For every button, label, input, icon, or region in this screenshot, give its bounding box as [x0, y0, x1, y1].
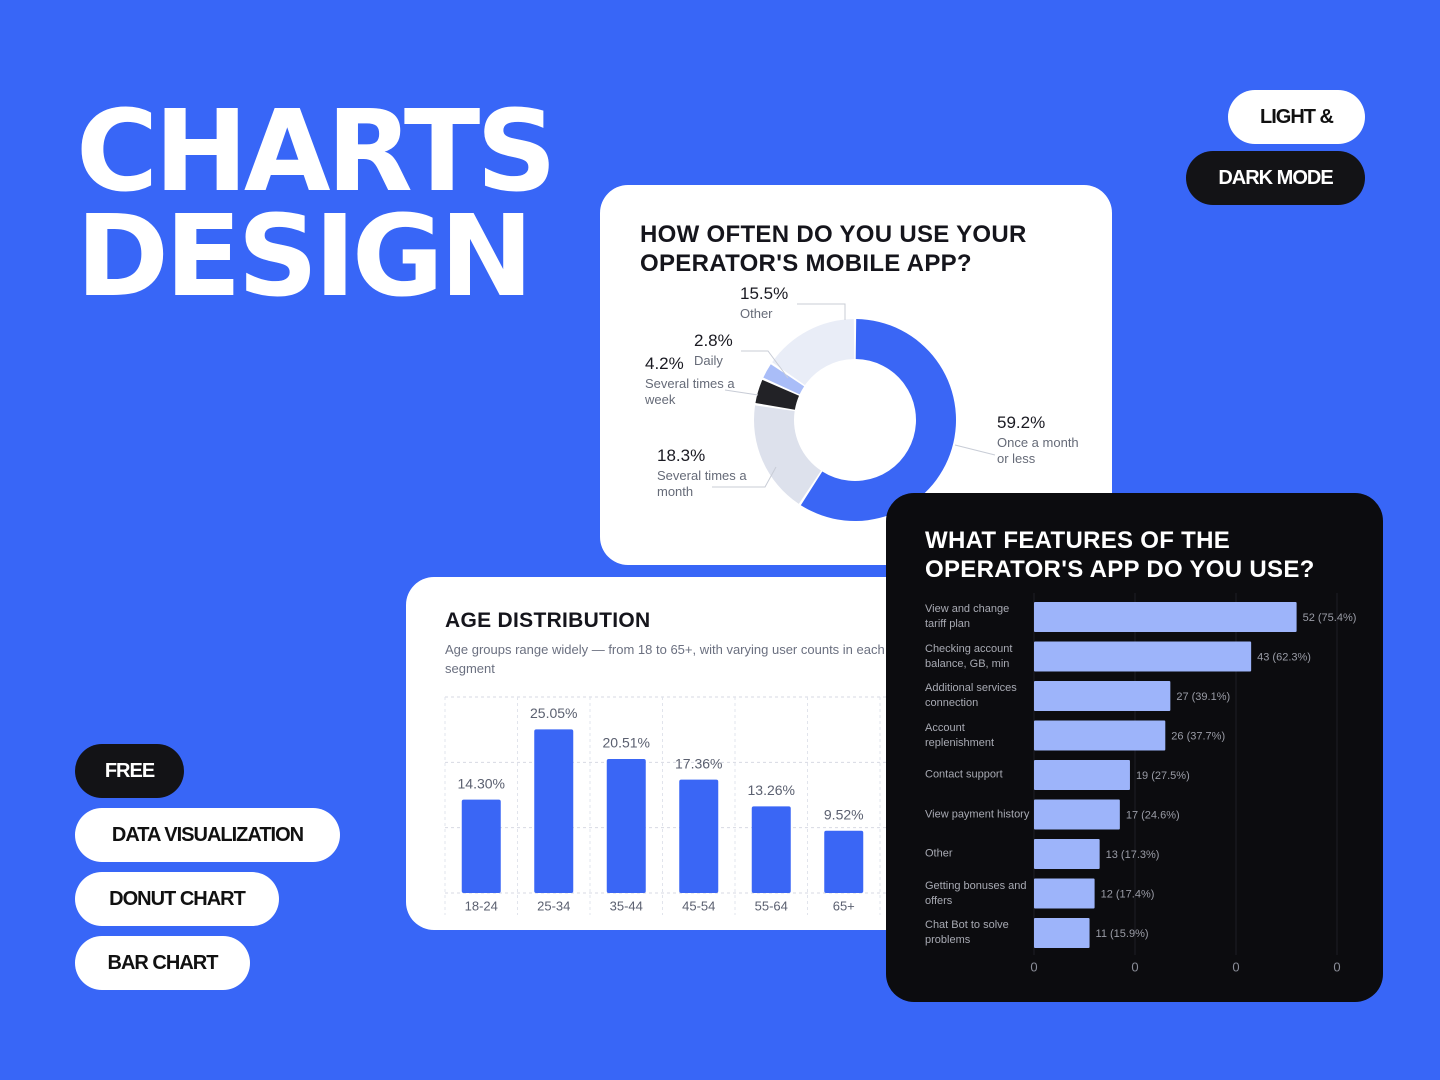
badge: DARK MODE — [1186, 151, 1365, 205]
y-tick-label: Getting bonuses and offers — [925, 879, 1027, 907]
x-tick-label: 18-24 — [465, 898, 498, 913]
legend-label: Daily — [694, 353, 723, 368]
bar — [1034, 799, 1120, 830]
bar — [679, 779, 719, 893]
data-label: 2.8% — [694, 331, 733, 350]
x-tick-label: 25-34 — [537, 898, 570, 913]
x-tick-label: 0 — [1030, 959, 1037, 974]
legend-label: Several times a month — [657, 468, 747, 499]
bar — [1034, 878, 1095, 909]
bar — [824, 830, 864, 893]
chart-title: AGE DISTRIBUTION — [445, 609, 651, 632]
data-label: 11 (15.9%) — [1096, 928, 1149, 940]
legend-label: Once a month or less — [997, 435, 1079, 466]
badge: LIGHT & — [1228, 90, 1365, 144]
leader-line — [954, 444, 996, 456]
data-label: 14.30% — [458, 775, 505, 791]
x-tick-label: 55-64 — [755, 898, 788, 913]
chart-title: HOW OFTEN DO YOU USE YOUR OPERATOR'S MOB… — [640, 221, 1027, 277]
y-tick-label: Chat Bot to solve problems — [925, 919, 1009, 946]
bar — [606, 759, 646, 893]
data-label: 19 (27.5%) — [1136, 770, 1190, 782]
leader-line — [741, 350, 789, 379]
data-label: 18.3% — [657, 446, 706, 465]
donut-segment — [755, 379, 800, 410]
tag: DONUT CHART — [75, 872, 279, 926]
donut-chart — [712, 303, 996, 521]
y-tick-label: Account replenishment — [925, 721, 995, 749]
tag: BAR CHART — [75, 936, 250, 990]
data-label: 27 (39.1%) — [1176, 691, 1230, 703]
donut-segment — [772, 319, 855, 386]
bar — [1034, 839, 1100, 869]
y-tick-label: View and change tariff plan — [925, 603, 1010, 630]
chart-subtitle: Age groups range widely — from 18 to 65+… — [445, 642, 885, 676]
x-tick-label: 0 — [1333, 959, 1340, 974]
bar — [534, 729, 574, 893]
y-tick-label: View payment history — [925, 808, 1030, 820]
x-tick-label: 65+ — [833, 898, 855, 913]
x-tick-label: 45-54 — [682, 898, 715, 913]
bar-chart: 14.30% 18-24 25.05% 25-34 20.51% 35-44 17.36% 4… — [444, 696, 1006, 915]
leader-line — [724, 389, 759, 396]
bar — [1034, 918, 1090, 948]
data-label: 13.26% — [748, 782, 795, 798]
donut-segment — [754, 405, 822, 504]
data-label: 4.2% — [645, 354, 684, 373]
data-label: 12 (17.4%) — [1101, 888, 1155, 900]
data-label: 20.51% — [603, 735, 650, 751]
tag: DATA VISUALIZATION — [75, 808, 340, 862]
data-label: 9.52% — [824, 807, 864, 823]
data-label: 13 (17.3%) — [1106, 849, 1160, 861]
data-label: 17 (24.6%) — [1126, 809, 1180, 821]
bar — [751, 806, 791, 893]
data-label: 52 (75.4%) — [1303, 612, 1357, 624]
headline: CHARTS — [76, 87, 557, 217]
y-tick-label: Contact support — [925, 768, 1003, 781]
x-tick-label: 35-44 — [610, 898, 643, 913]
bar — [461, 799, 501, 893]
bar — [1034, 760, 1130, 790]
data-label: 59.2% — [997, 413, 1046, 432]
x-tick-label: 0 — [1131, 959, 1138, 974]
legend-label: Several times a week — [645, 376, 735, 407]
data-label: 15.5% — [740, 284, 789, 303]
headline: DESIGN — [76, 192, 533, 322]
donut-segment — [763, 364, 805, 395]
leader-line — [797, 303, 846, 320]
legend-label: Other — [740, 306, 773, 321]
bar — [1034, 681, 1171, 711]
data-label: 17.36% — [675, 755, 722, 771]
data-label: 25.05% — [530, 705, 577, 721]
leader-line — [712, 466, 777, 488]
bar — [1034, 602, 1297, 632]
bar — [1034, 720, 1166, 751]
x-tick-label: 0 — [1232, 959, 1239, 974]
hbar-chart: 0 0 0 0 52 (75.4%) 43 (62.3%) 27 (39.1%) 26 (37… — [1030, 593, 1357, 974]
data-label: 43 (62.3%) — [1257, 651, 1311, 663]
tag: FREE — [75, 744, 184, 798]
data-label: 26 (37.7%) — [1171, 730, 1225, 742]
donut-segment — [800, 319, 956, 521]
hbar-card: 0 0 0 0 52 (75.4%) 43 (62.3%) 27 (39.1%) 26 (37… — [886, 493, 1383, 1002]
y-tick-label: Additional services connection — [925, 682, 1017, 709]
y-tick-label: Other — [925, 847, 953, 860]
bar — [1034, 641, 1252, 672]
y-tick-label: Checking account balance, GB, min — [925, 642, 1013, 670]
chart-title: WHAT FEATURES OF THE OPERATOR'S APP DO Y… — [925, 527, 1315, 583]
